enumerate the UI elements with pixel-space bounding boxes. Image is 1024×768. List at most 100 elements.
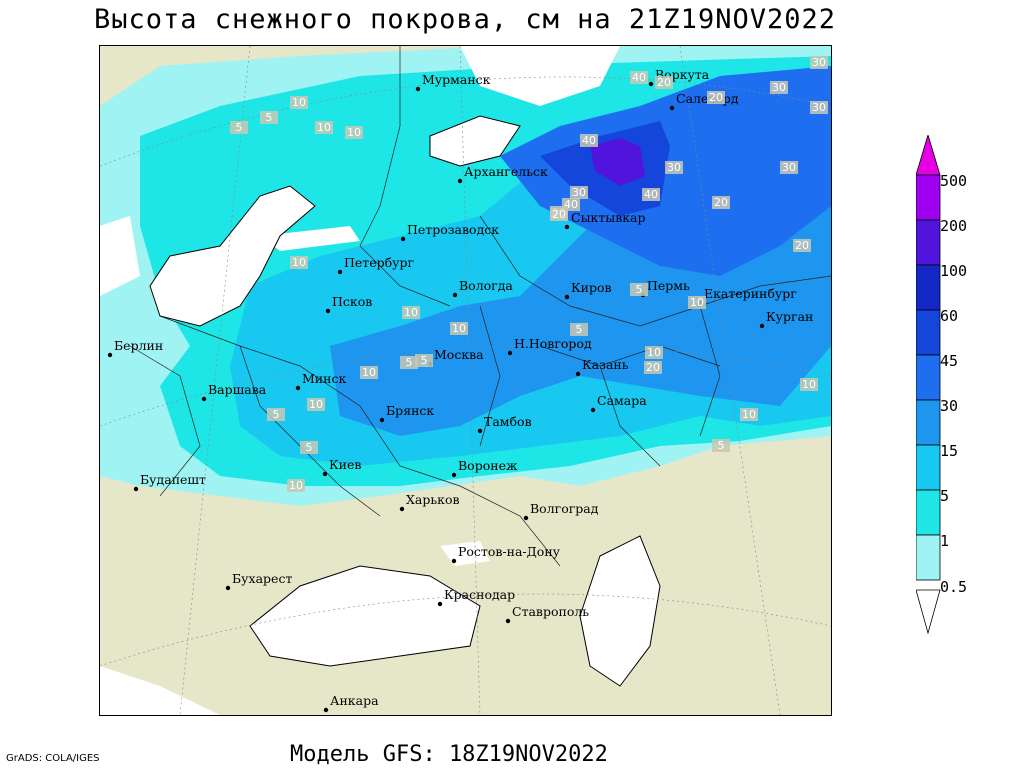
contour-label: 5 xyxy=(236,121,243,134)
contour-label-box xyxy=(267,408,285,421)
contour-label-box xyxy=(630,71,648,84)
contour-label-box xyxy=(402,306,420,319)
contour-label-box xyxy=(665,161,683,174)
contour-label-box xyxy=(644,361,662,374)
city-label: Архангельск xyxy=(464,164,548,179)
contour-label: 10 xyxy=(690,296,704,309)
city-dot xyxy=(399,506,405,512)
city-label: Н.Новгород xyxy=(514,336,592,351)
map-title: Высота снежного покрова, см на 21Z19NOV2… xyxy=(94,4,836,35)
city-dot xyxy=(451,472,457,478)
contour-label: 10 xyxy=(292,96,306,109)
city-dot xyxy=(225,585,231,591)
legend-level-label: 30 xyxy=(940,397,959,415)
contour-label: 20 xyxy=(795,239,809,252)
city-dot xyxy=(451,558,457,564)
city-label: Тамбов xyxy=(484,414,532,429)
city-label: Ростов-на-Дону xyxy=(458,544,561,559)
city-label: Будапешт xyxy=(140,472,206,487)
legend-level-label: 5 xyxy=(940,487,950,505)
city-dot xyxy=(452,292,458,298)
city-dot xyxy=(337,269,343,275)
contour-label-box xyxy=(307,398,325,411)
snow-depth-map: МурманскВоркутаСалехардАрхангельскСыктыв… xyxy=(99,45,832,716)
city-dot xyxy=(457,178,463,184)
contour-label-box xyxy=(260,111,278,124)
contour-label: 30 xyxy=(667,161,681,174)
contour-label-box xyxy=(793,239,811,252)
city-label: Псков xyxy=(332,294,372,309)
city-label: Пермь xyxy=(647,278,690,293)
contour-label: 5 xyxy=(576,323,583,336)
contour-label: 5 xyxy=(273,408,280,421)
contour-label-box xyxy=(580,134,598,147)
city-label: Воронеж xyxy=(458,458,518,473)
city-dot xyxy=(575,371,581,377)
city-dot xyxy=(590,407,596,413)
city-label: Киров xyxy=(571,280,612,295)
water-bodies xyxy=(100,46,660,715)
contour-label: 20 xyxy=(709,91,723,104)
contour-label: 40 xyxy=(644,188,658,201)
contour-label: 10 xyxy=(802,378,816,391)
contour-label-box xyxy=(810,101,828,114)
city-markers: МурманскВоркутаСалехардАрхангельскСыктыв… xyxy=(107,67,813,713)
contour-label-box xyxy=(550,208,568,221)
city-dot xyxy=(523,515,529,521)
city-dot xyxy=(323,707,329,713)
city-label: Москва xyxy=(434,347,484,362)
map-canvas: МурманскВоркутаСалехардАрхангельскСыктыв… xyxy=(100,46,831,715)
city-dot xyxy=(507,350,513,356)
city-label: Киев xyxy=(329,457,361,472)
coastlines xyxy=(149,115,661,687)
contour-label: 10 xyxy=(404,306,418,319)
city-label: Сыктывкар xyxy=(571,210,646,225)
city-label: Брянск xyxy=(386,403,434,418)
city-dot xyxy=(648,81,654,87)
contour-label-box xyxy=(740,408,758,421)
contour-labels: 4020303020101051051040304030402020303020… xyxy=(230,56,828,492)
contour-label-box xyxy=(360,366,378,379)
grads-credit: GrADS: COLA/IGES xyxy=(6,753,100,764)
legend-level-label: 200 xyxy=(940,217,968,235)
city-label: Берлин xyxy=(114,338,163,353)
contour-label: 30 xyxy=(812,101,826,114)
city-label: Краснодар xyxy=(444,587,515,602)
city-label: Петрозаводск xyxy=(407,222,499,237)
contour-label: 5 xyxy=(718,439,725,452)
contour-label-box xyxy=(712,196,730,209)
city-label: Волгоград xyxy=(530,501,599,516)
contour-label-box xyxy=(688,296,706,309)
city-label: Варшава xyxy=(208,382,267,397)
contour-label: 30 xyxy=(772,81,786,94)
contour-label: 40 xyxy=(582,134,596,147)
contour-label: 30 xyxy=(782,161,796,174)
contour-label-box xyxy=(400,356,418,369)
snow-cover-layer xyxy=(100,46,831,506)
contour-label: 20 xyxy=(552,208,566,221)
color-legend xyxy=(916,135,941,635)
contour-label: 10 xyxy=(647,346,661,359)
contour-label-box xyxy=(315,121,333,134)
contour-label-box xyxy=(230,121,248,134)
contour-label-box xyxy=(290,256,308,269)
model-subtitle: Модель GFS: 18Z19NOV2022 xyxy=(290,742,608,767)
city-dot xyxy=(505,618,511,624)
contour-label: 20 xyxy=(714,196,728,209)
legend-level-label: 60 xyxy=(940,307,959,325)
contour-label-box xyxy=(642,188,660,201)
contour-label-box xyxy=(300,441,318,454)
contour-label-box xyxy=(415,354,433,367)
contour-label: 10 xyxy=(347,126,361,139)
city-label: Вологда xyxy=(459,278,513,293)
contour-label: 20 xyxy=(657,76,671,89)
legend-level-label: 500 xyxy=(940,172,968,190)
contour-label: 5 xyxy=(306,441,313,454)
graticule xyxy=(100,46,831,715)
contour-label-box xyxy=(570,323,588,336)
city-label: Анкара xyxy=(330,693,379,708)
contour-label: 10 xyxy=(317,121,331,134)
contour-label: 10 xyxy=(292,256,306,269)
city-label: Бухарест xyxy=(232,571,292,586)
contour-label-box xyxy=(287,479,305,492)
